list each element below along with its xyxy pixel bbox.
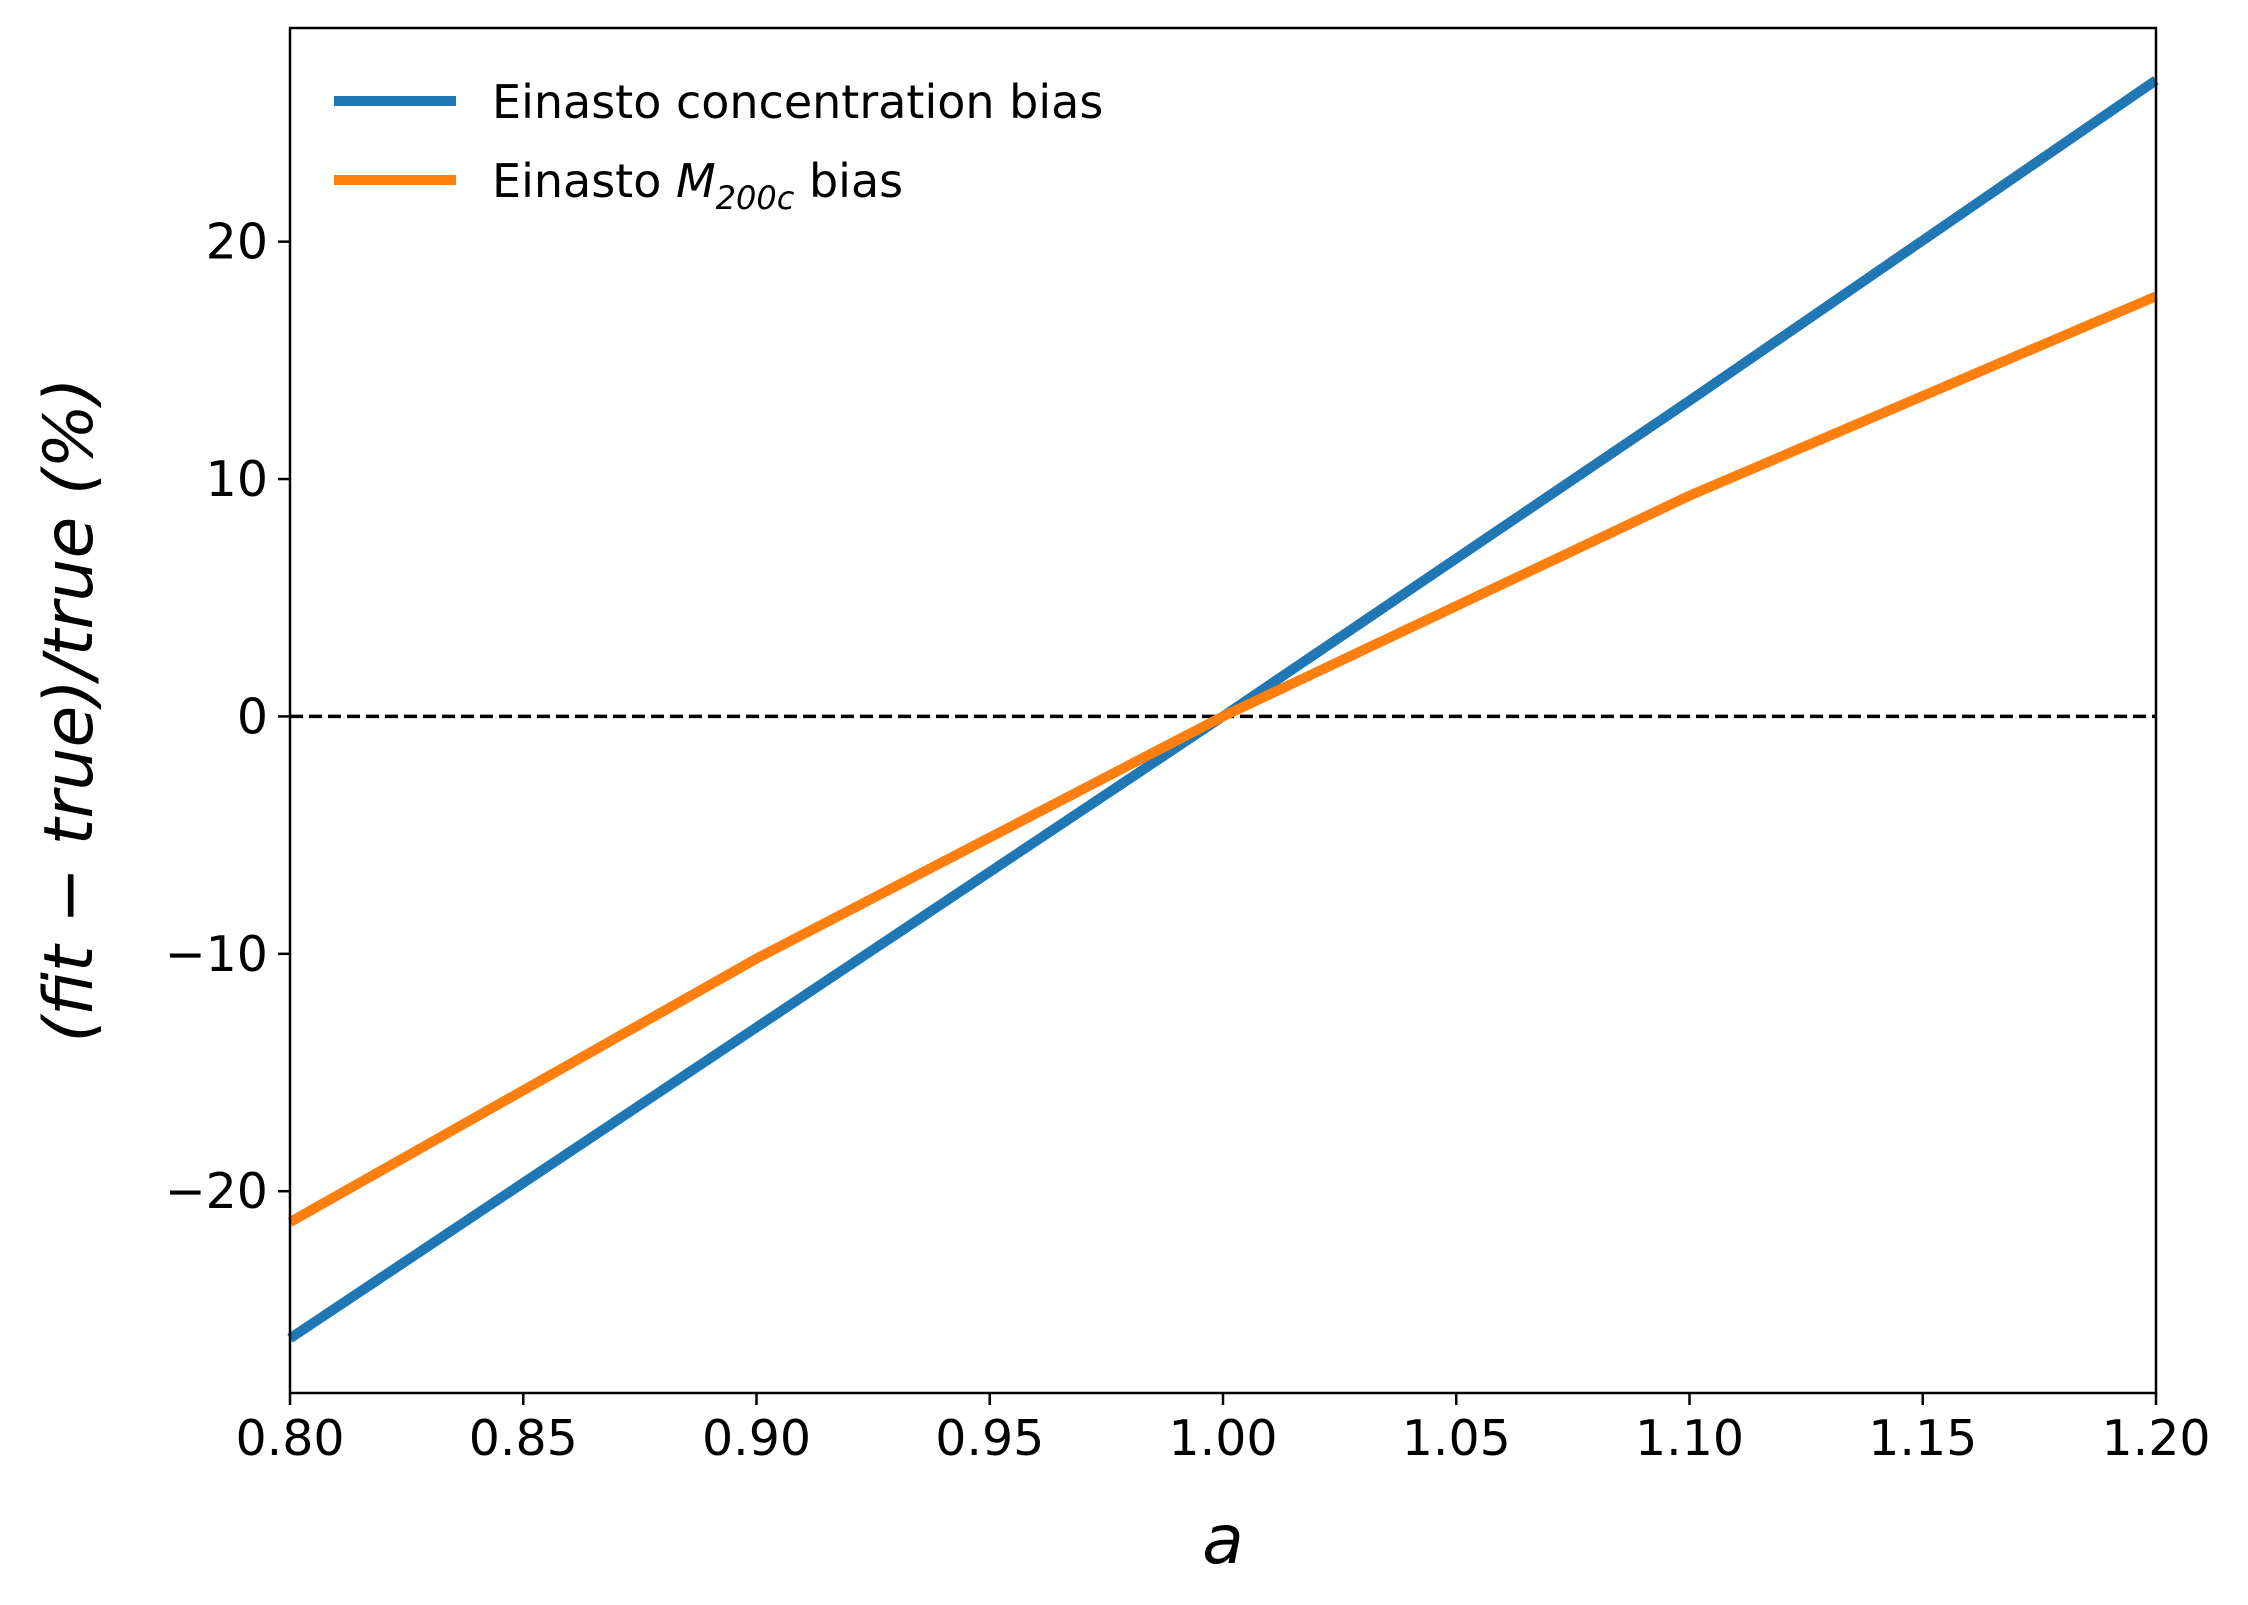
x-tick-label: 0.85 [469, 1410, 578, 1467]
legend-label-m200c-suffix: bias [794, 154, 903, 208]
x-tick-label: 1.00 [1168, 1410, 1277, 1467]
y-tick-label: −10 [165, 926, 268, 983]
y-tick-label: −20 [165, 1163, 268, 1220]
y-axis-title: (fit − true)/true (%) [30, 377, 109, 1042]
x-tick-label: 1.05 [1402, 1410, 1511, 1467]
x-axis-title: a [1202, 1501, 1244, 1580]
y-axis: −20 −10 0 10 20 [165, 214, 290, 1220]
y-tick-label: 10 [206, 451, 268, 508]
y-tick-label: 0 [237, 688, 268, 745]
series-line-1 [287, 291, 2158, 1227]
series-layer [287, 76, 2159, 1343]
legend-label-m200c: Einasto M200c bias [492, 154, 903, 217]
x-tick-label: 0.95 [935, 1410, 1044, 1467]
x-axis: 0.80 0.85 0.90 0.95 1.00 1.05 1.10 1.15 1.20 [235, 1393, 2211, 1467]
legend-label-m200c-prefix: Einasto [492, 154, 676, 208]
legend-label-m200c-subscript: 200c [716, 179, 795, 217]
legend-label-concentration: Einasto concentration bias [492, 75, 1103, 129]
x-tick-label: 1.10 [1635, 1410, 1744, 1467]
x-tick-label: 1.20 [2101, 1410, 2210, 1467]
x-tick-label: 1.15 [1868, 1410, 1977, 1467]
x-tick-label: 0.90 [702, 1410, 811, 1467]
legend-label-m200c-symbol: M [676, 154, 716, 208]
y-tick-label: 20 [206, 214, 268, 271]
x-tick-label: 0.80 [235, 1410, 344, 1467]
legend: Einasto concentration bias Einasto M200c… [334, 75, 1103, 217]
